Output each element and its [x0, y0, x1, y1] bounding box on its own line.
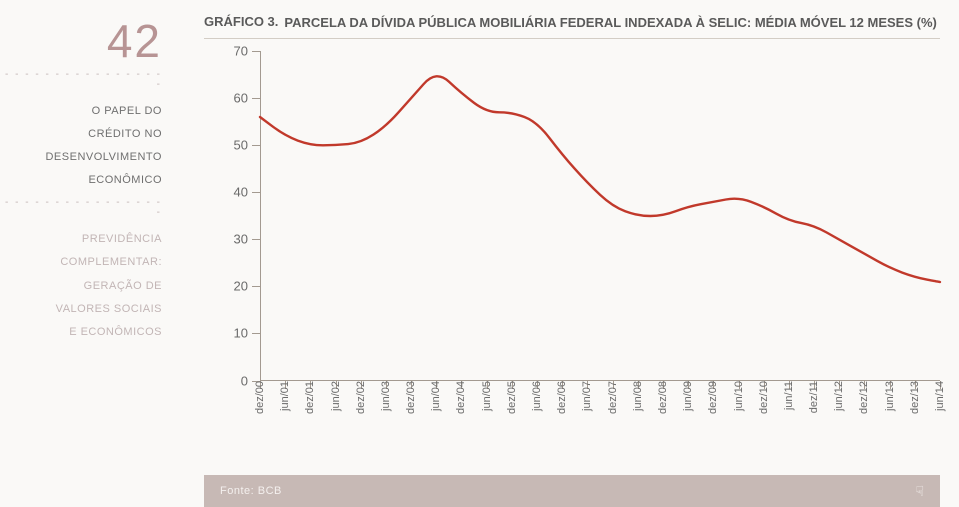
x-axis-label: dez/11: [808, 381, 820, 413]
sidebar-sub-line: PREVIDÊNCIA: [0, 228, 162, 251]
chart-title-prefix: GRÁFICO 3.: [204, 14, 278, 29]
y-tick: [252, 192, 260, 193]
chart-title-main: PARCELA DA DÍVIDA PÚBLICA MOBILIÁRIA FED…: [284, 14, 936, 32]
y-axis-label: 10: [234, 326, 248, 341]
sidebar-subtitle-block: PREVIDÊNCIA COMPLEMENTAR: GERAÇÃO DE VAL…: [0, 228, 162, 343]
y-tick: [252, 98, 260, 99]
x-axis-label: dez/00: [254, 381, 266, 414]
left-sidebar: 42 - - - - - - - - - - - - - - - - - O P…: [0, 0, 180, 507]
page-root: 42 - - - - - - - - - - - - - - - - - O P…: [0, 0, 959, 507]
chart-title-bar: GRÁFICO 3. PARCELA DA DÍVIDA PÚBLICA MOB…: [204, 14, 940, 39]
right-content: GRÁFICO 3. PARCELA DA DÍVIDA PÚBLICA MOB…: [180, 0, 959, 507]
x-axis-label: jun/05: [481, 381, 493, 411]
x-axis-label: dez/10: [758, 381, 770, 414]
x-axis-label: jun/04: [430, 381, 442, 411]
source-label: Fonte: BCB: [220, 485, 282, 497]
x-axis-label: jun/12: [833, 381, 845, 411]
hand-pointer-icon: ☟: [915, 483, 924, 500]
x-axis-label: dez/04: [455, 381, 467, 414]
sidebar-title-line: ECONÔMICO: [0, 169, 162, 192]
x-axis-label: jun/01: [279, 381, 291, 411]
x-axis-label: dez/01: [304, 381, 316, 414]
chart-line-svg: [260, 51, 940, 381]
x-axis-label: dez/09: [707, 381, 719, 414]
sidebar-title-block: O PAPEL DO CRÉDITO NO DESENVOLVIMENTO EC…: [0, 100, 162, 192]
sidebar-sub-line: VALORES SOCIAIS: [0, 298, 162, 321]
separator-top: - - - - - - - - - - - - - - - - -: [0, 70, 162, 90]
sidebar-sub-line: GERAÇÃO DE: [0, 275, 162, 298]
y-tick: [252, 286, 260, 287]
x-axis-label: jun/10: [733, 381, 745, 411]
y-axis-label: 20: [234, 279, 248, 294]
sidebar-sub-line: E ECONÔMICOS: [0, 321, 162, 344]
y-tick: [252, 239, 260, 240]
y-axis-label: 60: [234, 90, 248, 105]
separator-mid: - - - - - - - - - - - - - - - - -: [0, 198, 162, 218]
sidebar-title-line: CRÉDITO NO: [0, 123, 162, 146]
x-axis-label: dez/06: [556, 381, 568, 414]
x-axis-label: jun/06: [531, 381, 543, 411]
y-axis-label: 50: [234, 137, 248, 152]
y-axis-label: 40: [234, 184, 248, 199]
x-axis-label: jun/11: [783, 381, 795, 410]
x-axis-label: dez/03: [405, 381, 417, 414]
source-strip: Fonte: BCB ☟: [204, 475, 940, 507]
chart-area: 0 10 20 30 40 50 60 70 dez/00 jun/01 dez/01 jun/02 d…: [204, 43, 940, 475]
chart-plot: 010203040506070dez/00jun/01dez/01jun/02d…: [260, 51, 940, 381]
y-tick: [252, 333, 260, 334]
x-axis-label: dez/07: [607, 381, 619, 414]
sidebar-title-line: DESENVOLVIMENTO: [0, 146, 162, 169]
y-tick: [252, 51, 260, 52]
sidebar-title-line: O PAPEL DO: [0, 100, 162, 123]
y-axis-label: 70: [234, 43, 248, 58]
y-axis-label: 0: [241, 373, 248, 388]
x-axis-label: dez/08: [657, 381, 669, 414]
x-axis-label: dez/12: [858, 381, 870, 414]
x-axis-label: dez/02: [355, 381, 367, 414]
chart-series-line: [260, 76, 940, 282]
x-axis-label: dez/13: [909, 381, 921, 414]
x-axis-label: jun/08: [632, 381, 644, 411]
y-axis-label: 30: [234, 232, 248, 247]
x-axis-label: dez/05: [506, 381, 518, 414]
x-axis-label: jun/14: [934, 381, 946, 411]
sidebar-sub-line: COMPLEMENTAR:: [0, 251, 162, 274]
x-axis-label: jun/02: [330, 381, 342, 411]
y-tick: [252, 145, 260, 146]
page-number: 42: [0, 18, 162, 64]
x-axis-label: jun/13: [884, 381, 896, 411]
x-axis-label: jun/09: [682, 381, 694, 411]
x-axis-label: jun/07: [581, 381, 593, 411]
x-axis-label: jun/03: [380, 381, 392, 411]
